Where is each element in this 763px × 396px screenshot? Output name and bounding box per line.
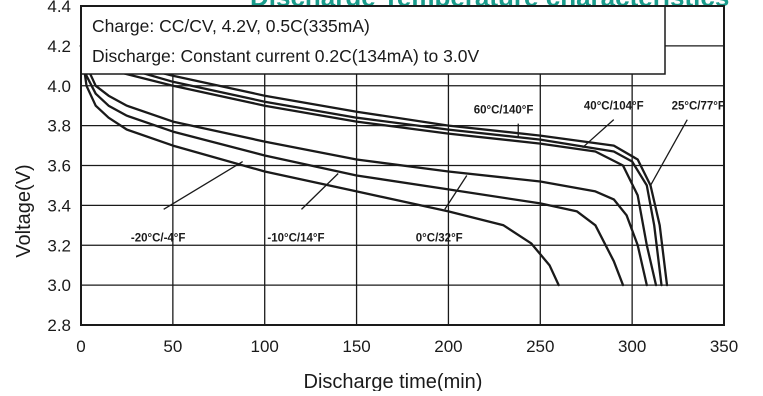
y-tick-label: 3.2 [47, 236, 71, 255]
curve-label: -20°C/-4°F [131, 232, 186, 244]
label-leader-line [649, 119, 688, 186]
y-tick-label: 4.4 [47, 0, 71, 16]
x-tick-label: 0 [76, 337, 85, 356]
y-tick-label: 3.4 [47, 196, 71, 215]
curve-label: 0°C/32°F [416, 232, 463, 244]
y-tick-label: 2.8 [47, 316, 71, 335]
x-axis-title: Discharge time(min) [304, 371, 483, 391]
tick-labels: 0 50 100 150 200 250 300 350 2.8 3.0 3.2 3.4 3.6 3.8 4… [47, 0, 738, 356]
charge-conditions-text: Charge: CC/CV, 4.2V, 0.5C(335mA) [92, 16, 370, 36]
x-tick-label: 150 [342, 337, 370, 356]
curve-label: 25°C/77°F [672, 101, 725, 113]
plot-frame [80, 5, 725, 326]
x-tick-label: 350 [710, 337, 738, 356]
discharge-conditions-text: Discharge: Constant current 0.2C(134mA) … [92, 46, 479, 66]
x-tick-label: 250 [526, 337, 554, 356]
series-line [79, 44, 648, 287]
label-leader-line [301, 173, 339, 210]
x-tick-label: 200 [434, 337, 462, 356]
label-leader-line [163, 160, 244, 210]
y-tick-label: 3.8 [47, 117, 71, 136]
x-tick-label: 50 [163, 337, 182, 356]
curve-label-leaders [163, 119, 688, 210]
series-line [79, 44, 625, 287]
y-tick-label: 4.2 [47, 37, 71, 56]
x-tick-label: 300 [618, 337, 646, 356]
curve-labels: -20°C/-4°F -10°C/14°F 0°C/32°F 60°C/140°F 40… [131, 101, 725, 245]
x-tick-label: 100 [251, 337, 279, 356]
label-leader-line [444, 175, 468, 210]
curve-label: -10°C/14°F [267, 232, 324, 244]
y-tick-label: 3.6 [47, 157, 71, 176]
y-tick-label: 3.0 [47, 276, 71, 295]
y-tick-label: 4.0 [47, 77, 71, 96]
label-leader-line [582, 119, 615, 149]
y-axis-title: Voltage(V) [13, 164, 35, 257]
curve-label: 60°C/140°F [474, 105, 534, 117]
curve-label: 40°C/104°F [584, 101, 644, 113]
series-line [79, 44, 560, 287]
